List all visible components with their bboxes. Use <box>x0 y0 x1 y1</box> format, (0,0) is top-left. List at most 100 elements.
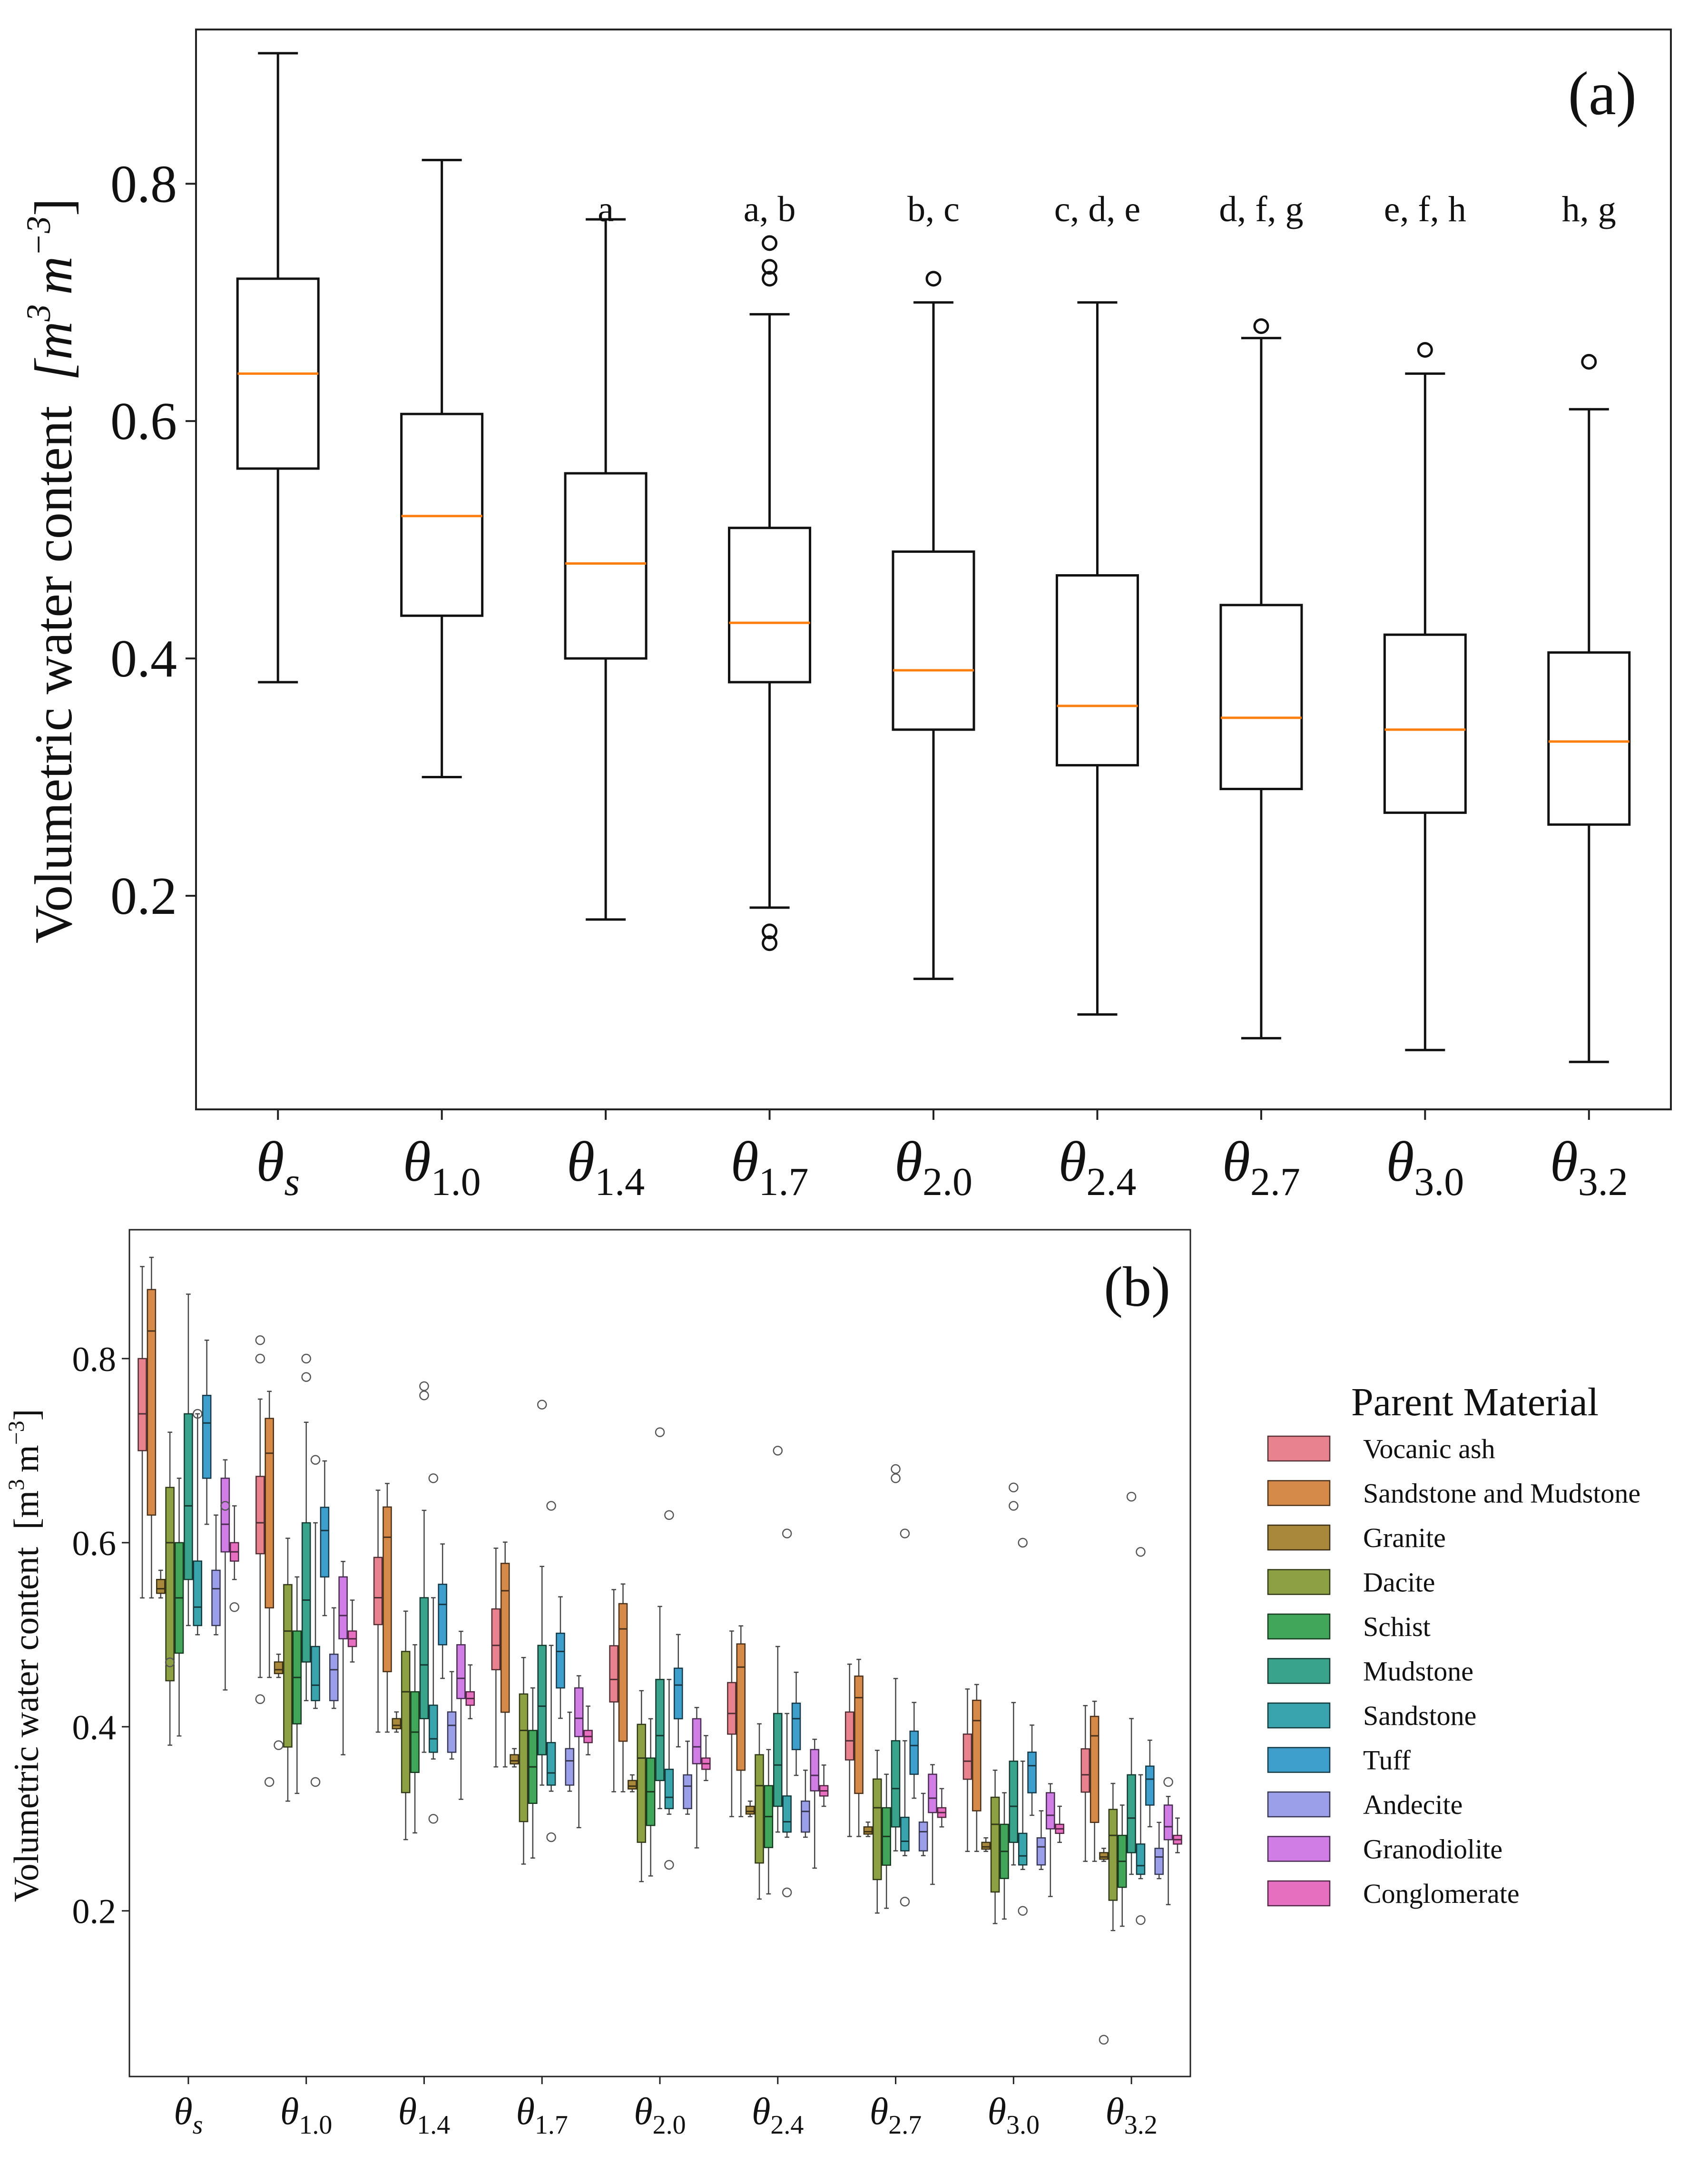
box-andecite <box>211 1514 221 1636</box>
box-andecite <box>329 1607 339 1709</box>
box-iqr <box>791 1703 801 1751</box>
outlier <box>428 1473 439 1483</box>
box-iqr <box>301 1522 311 1663</box>
box-3 <box>728 235 812 951</box>
box-granodiolite <box>220 1459 230 1691</box>
box-iqr <box>755 1754 764 1864</box>
legend-label: Andecite <box>1363 1789 1463 1820</box>
box-6 <box>1219 318 1303 1039</box>
outlier <box>419 1381 429 1391</box>
box-tuff <box>202 1339 212 1525</box>
box-mudstone <box>301 1421 311 1702</box>
box-iqr <box>618 1603 628 1742</box>
outlier <box>220 1501 230 1511</box>
x-tick-label: θ1.4 <box>398 2091 450 2140</box>
x-tick-label: θ1.4 <box>567 1130 645 1204</box>
box-iqr <box>1027 1751 1037 1793</box>
legend-label: Mudstone <box>1363 1656 1473 1687</box>
outlier <box>310 1777 321 1787</box>
box-vocanic-ash <box>1080 1705 1090 1862</box>
x-tick-label: θ1.7 <box>731 1130 809 1204</box>
panel-b-y-ticks: 0.2 0.4 0.6 0.8 <box>72 1340 129 1931</box>
box-iqr <box>728 527 812 684</box>
box-iqr <box>255 1476 265 1555</box>
legend-swatch <box>1267 1747 1331 1773</box>
box-iqr <box>1046 1792 1055 1830</box>
box-iqr <box>854 1675 864 1794</box>
x-tick-label: θ1.7 <box>516 2091 568 2140</box>
panel-a-y-ticks: 0.2 0.4 0.6 0.8 <box>110 155 196 926</box>
outlier <box>229 1602 239 1612</box>
outlier <box>655 1427 665 1437</box>
box-dacite <box>519 1657 529 1865</box>
box-schist <box>1000 1792 1009 1920</box>
box-iqr <box>311 1646 320 1702</box>
box-sandstone-and-mudstone <box>618 1583 628 1793</box>
x-tick-label: θ2.7 <box>1222 1130 1300 1204</box>
box-iqr <box>283 1584 293 1748</box>
box-schist <box>292 1576 302 1794</box>
box-iqr <box>664 1768 674 1810</box>
box-iqr <box>438 1584 447 1646</box>
box-iqr <box>202 1395 212 1479</box>
outlier <box>762 935 778 951</box>
box-granodiolite <box>574 1675 584 1829</box>
box-iqr <box>491 1608 501 1671</box>
outlier <box>891 1464 901 1474</box>
y-tick-label: 0.6 <box>72 1524 117 1563</box>
outlier <box>900 1897 910 1907</box>
box-mudstone <box>655 1606 665 1810</box>
box-dacite <box>165 1431 175 1746</box>
box-vocanic-ash <box>609 1589 618 1793</box>
panel-a-ylabel-unit: [ <box>24 358 83 381</box>
group-5 <box>727 1625 829 1900</box>
box-andecite <box>683 1740 692 1815</box>
box-sandstone <box>664 1679 674 1815</box>
box-iqr <box>628 1780 637 1790</box>
box-conglomerate <box>1055 1805 1064 1843</box>
box-iqr <box>265 1418 274 1609</box>
box-iqr <box>392 1718 402 1730</box>
x-tick-label: θ3.0 <box>988 2091 1040 2140</box>
box-sandstone <box>900 1740 910 1856</box>
outlier <box>1018 1906 1028 1916</box>
box-iqr <box>918 1821 928 1852</box>
outlier <box>664 1860 674 1870</box>
significance-letters: d, f, g <box>1219 189 1303 229</box>
outlier <box>537 1400 547 1410</box>
box-iqr <box>692 1718 702 1764</box>
box-iqr <box>184 1413 193 1580</box>
box-iqr <box>147 1289 157 1516</box>
box-sandstone <box>1018 1760 1028 1870</box>
box-iqr <box>137 1358 147 1451</box>
box-2 <box>564 218 648 921</box>
box-4 <box>892 271 975 980</box>
box-iqr <box>537 1645 547 1755</box>
box-iqr <box>510 1754 519 1765</box>
box-mudstone <box>419 1509 429 1753</box>
box-iqr <box>500 1563 510 1713</box>
x-tick-label: θ3.2 <box>1550 1130 1628 1204</box>
outlier <box>274 1740 284 1750</box>
legend-swatch <box>1267 1569 1331 1595</box>
box-mudstone <box>1009 1702 1019 1866</box>
box-andecite <box>801 1769 810 1838</box>
legend-swatch <box>1267 1613 1331 1640</box>
y-tick-label: 0.4 <box>110 629 177 688</box>
box-andecite <box>565 1711 575 1792</box>
x-tick-label: θ2.4 <box>1058 1130 1136 1204</box>
box-sandstone-and-mudstone <box>147 1256 157 1599</box>
box-mudstone <box>773 1646 783 1833</box>
outlier <box>546 1832 556 1842</box>
panel-b-label: (b) <box>1104 1255 1170 1318</box>
box-tuff <box>320 1460 330 1616</box>
panel-b-boxes <box>137 1256 1182 2045</box>
box-iqr <box>972 1699 982 1812</box>
box-iqr <box>546 1742 556 1786</box>
box-iqr <box>1108 1809 1118 1901</box>
outlier <box>165 1657 175 1667</box>
box-schist <box>1117 1804 1127 1927</box>
box-schist <box>764 1749 774 1895</box>
box-granodiolite <box>338 1561 348 1755</box>
outlier <box>1253 318 1269 334</box>
